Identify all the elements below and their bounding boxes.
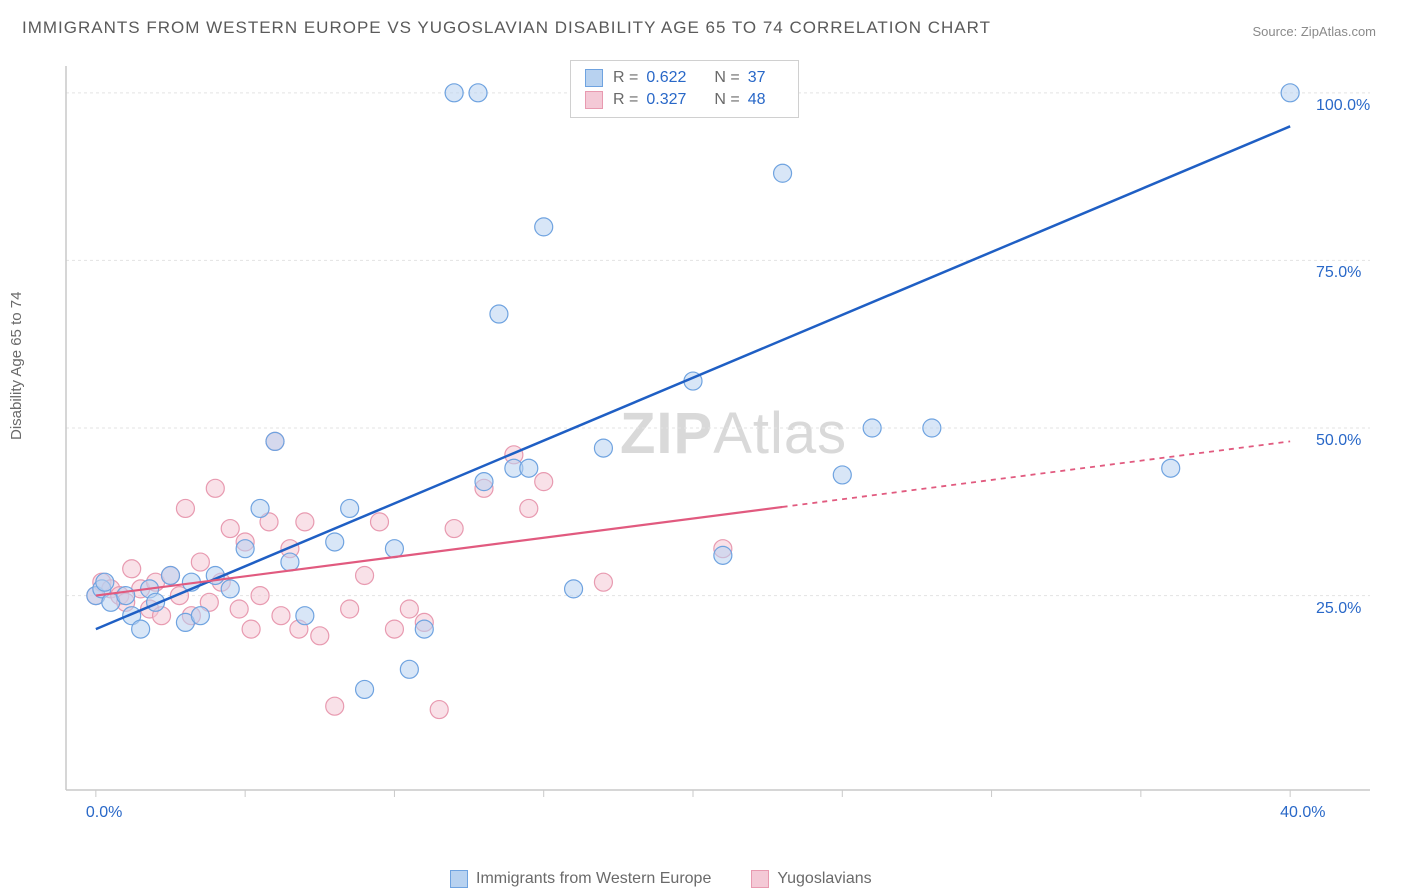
swatch-icon [450, 870, 468, 888]
x-tick-label: 40.0% [1280, 804, 1325, 822]
correlation-legend: R = 0.622 N = 37 R = 0.327 N = 48 [570, 60, 799, 118]
series-legend: Immigrants from Western Europe Yugoslavi… [450, 870, 872, 888]
y-tick-label: 75.0% [1316, 264, 1361, 282]
y-tick-label: 25.0% [1316, 600, 1361, 618]
y-tick-label: 50.0% [1316, 432, 1361, 450]
y-tick-label: 100.0% [1316, 97, 1370, 115]
source-attribution: Source: ZipAtlas.com [1252, 24, 1376, 39]
chart-title: IMMIGRANTS FROM WESTERN EUROPE VS YUGOSL… [22, 18, 991, 38]
swatch-icon [585, 69, 603, 87]
legend-item: Immigrants from Western Europe [450, 870, 711, 888]
x-tick-label: 0.0% [86, 804, 122, 822]
swatch-icon [751, 870, 769, 888]
legend-row: R = 0.622 N = 37 [585, 67, 784, 89]
legend-item: Yugoslavians [751, 870, 871, 888]
swatch-icon [585, 91, 603, 109]
y-axis-label: Disability Age 65 to 74 [8, 292, 25, 440]
legend-row: R = 0.327 N = 48 [585, 89, 784, 111]
scatter-plot [60, 60, 1380, 830]
